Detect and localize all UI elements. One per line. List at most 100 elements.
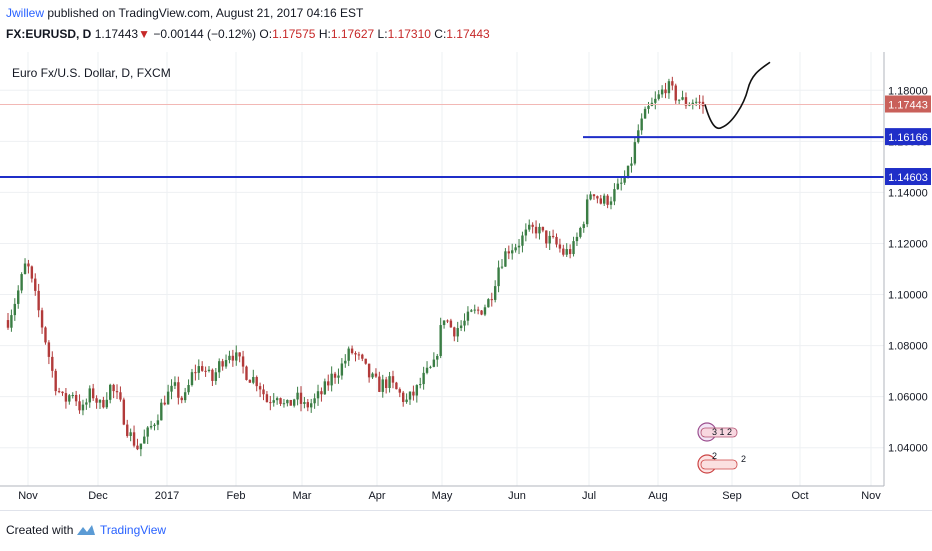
- candle: [289, 399, 292, 406]
- candle: [262, 389, 265, 395]
- candle: [286, 399, 289, 404]
- projection-drawing[interactable]: [704, 61, 771, 130]
- candle: [306, 402, 310, 408]
- candle: [330, 373, 333, 386]
- candle: [231, 355, 235, 361]
- price-tick-label: 1.14000: [888, 187, 928, 199]
- candle: [122, 399, 126, 425]
- candle: [487, 299, 490, 308]
- candle: [391, 376, 395, 383]
- candle: [626, 165, 630, 178]
- time-tick-label: Apr: [368, 490, 385, 502]
- candle: [664, 89, 667, 94]
- candle: [657, 94, 660, 99]
- candle: [170, 385, 173, 392]
- low-value: 1.17310: [387, 27, 431, 41]
- candle: [371, 373, 374, 378]
- candle: [551, 235, 555, 237]
- candle: [221, 361, 224, 367]
- candle: [119, 392, 122, 400]
- time-axis[interactable]: Nov Dec 2017 Feb Mar Apr May Jun Jul Aug Sep Oct Nov: [18, 490, 881, 502]
- price-axis[interactable]: 1.180001.160001.140001.120001.100001.080…: [888, 85, 928, 454]
- price-axis-bg: [884, 52, 932, 486]
- candle: [511, 250, 514, 254]
- candle: [20, 274, 23, 291]
- candle: [541, 226, 545, 231]
- candle: [381, 379, 384, 392]
- candle: [476, 309, 480, 311]
- candle: [405, 399, 408, 402]
- down-arrow-icon: ▼: [138, 27, 150, 41]
- candle: [303, 402, 306, 404]
- candle: [558, 244, 562, 249]
- candle: [299, 392, 303, 404]
- candle: [323, 381, 327, 395]
- candle: [545, 230, 548, 244]
- candle: [579, 227, 582, 237]
- candle: [633, 142, 637, 164]
- candle: [224, 360, 228, 367]
- author-link[interactable]: Jwillew: [6, 6, 45, 20]
- candle: [367, 363, 371, 378]
- candle: [667, 81, 671, 94]
- candle: [143, 436, 146, 444]
- candle: [350, 348, 354, 354]
- publish-text: published on TradingView.com, August 21,…: [47, 6, 364, 20]
- horizontal-levels[interactable]: [0, 104, 884, 179]
- candle: [269, 402, 272, 404]
- candle: [166, 391, 170, 405]
- candle: [647, 105, 650, 109]
- candle: [384, 379, 388, 389]
- candle: [694, 101, 698, 103]
- candle: [85, 402, 88, 405]
- tradingview-logo-icon[interactable]: [76, 523, 96, 537]
- high-value: 1.17627: [330, 27, 375, 41]
- flag-icon[interactable]: [700, 427, 738, 438]
- candle: [640, 118, 643, 131]
- candle: [17, 290, 20, 304]
- price-tick-label: 1.12000: [888, 238, 928, 250]
- candle: [10, 315, 13, 328]
- candle: [548, 235, 551, 244]
- flag-icon[interactable]: [700, 459, 738, 470]
- price-chart[interactable]: 1.180001.160001.140001.120001.100001.080…: [0, 52, 932, 510]
- candle: [78, 401, 81, 411]
- footer: Created with TradingView: [0, 510, 932, 551]
- candle: [442, 320, 446, 326]
- candle: [613, 189, 616, 202]
- candle: [354, 353, 357, 355]
- candle: [623, 177, 626, 183]
- event-flags[interactable]: 3 1 2 2 2: [697, 422, 746, 474]
- price-tag-label: 1.14603: [888, 172, 928, 184]
- candle: [432, 359, 436, 367]
- candle: [200, 366, 204, 371]
- candle: [521, 235, 524, 246]
- candle: [91, 388, 95, 399]
- candle: [228, 355, 231, 361]
- candle: [13, 303, 17, 316]
- candle: [596, 196, 599, 199]
- candle: [575, 236, 579, 242]
- event-count: 3 1 2: [712, 427, 732, 437]
- time-tick-label: Jul: [582, 490, 596, 502]
- candle: [180, 397, 183, 401]
- candle: [245, 366, 248, 380]
- tradingview-link[interactable]: TradingView: [100, 523, 167, 537]
- candle: [606, 195, 609, 205]
- candle: [126, 424, 129, 436]
- candle: [528, 224, 531, 230]
- time-tick-label: Sep: [722, 490, 742, 502]
- symbol-label: FX:EURUSD, D: [6, 27, 92, 41]
- candle: [136, 445, 139, 450]
- price-tag: [885, 128, 931, 146]
- candle: [211, 369, 214, 381]
- candle: [320, 391, 323, 395]
- candle: [497, 267, 500, 287]
- candle: [68, 395, 71, 402]
- candle: [517, 245, 521, 248]
- candle: [214, 372, 218, 381]
- candle: [177, 382, 180, 398]
- price-tag: [885, 95, 931, 113]
- candle: [347, 348, 350, 361]
- candle: [88, 388, 91, 403]
